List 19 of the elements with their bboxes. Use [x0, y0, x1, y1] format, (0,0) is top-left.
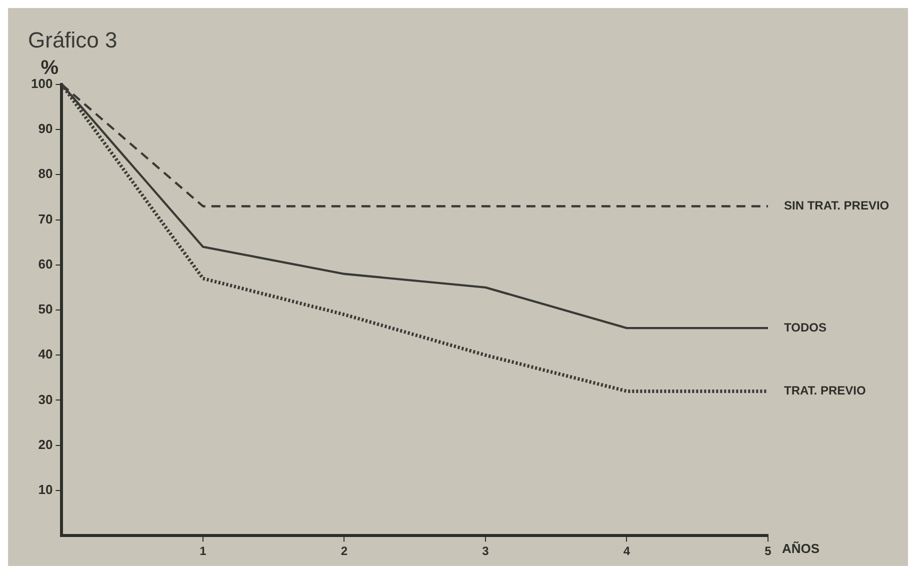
y-tick-label: 20 [38, 436, 53, 452]
y-tick-label: 60 [38, 256, 53, 272]
x-tick-label: 1 [200, 544, 207, 558]
x-tick-label: 4 [623, 544, 630, 558]
y-tick-label: 90 [38, 121, 53, 136]
x-tick-label: 2 [340, 544, 348, 558]
series-label: TRAT. PREVIO [784, 384, 866, 398]
y-tick-label: 40 [38, 346, 53, 362]
x-axis-title: AÑOS [782, 541, 820, 556]
x-tick-label: 5 [764, 544, 772, 558]
chart-title: Gráfico 3 [28, 27, 118, 52]
y-tick-label: 10 [38, 482, 53, 498]
y-tick-label: 70 [38, 211, 53, 226]
y-tick-label: 30 [38, 392, 53, 407]
y-tick-label: 50 [38, 302, 53, 317]
x-tick-label: 3 [482, 544, 490, 558]
series-label: SIN TRAT. PREVIO [784, 198, 890, 213]
y-tick-label: 80 [38, 166, 53, 182]
series-label: TODOS [784, 320, 826, 334]
